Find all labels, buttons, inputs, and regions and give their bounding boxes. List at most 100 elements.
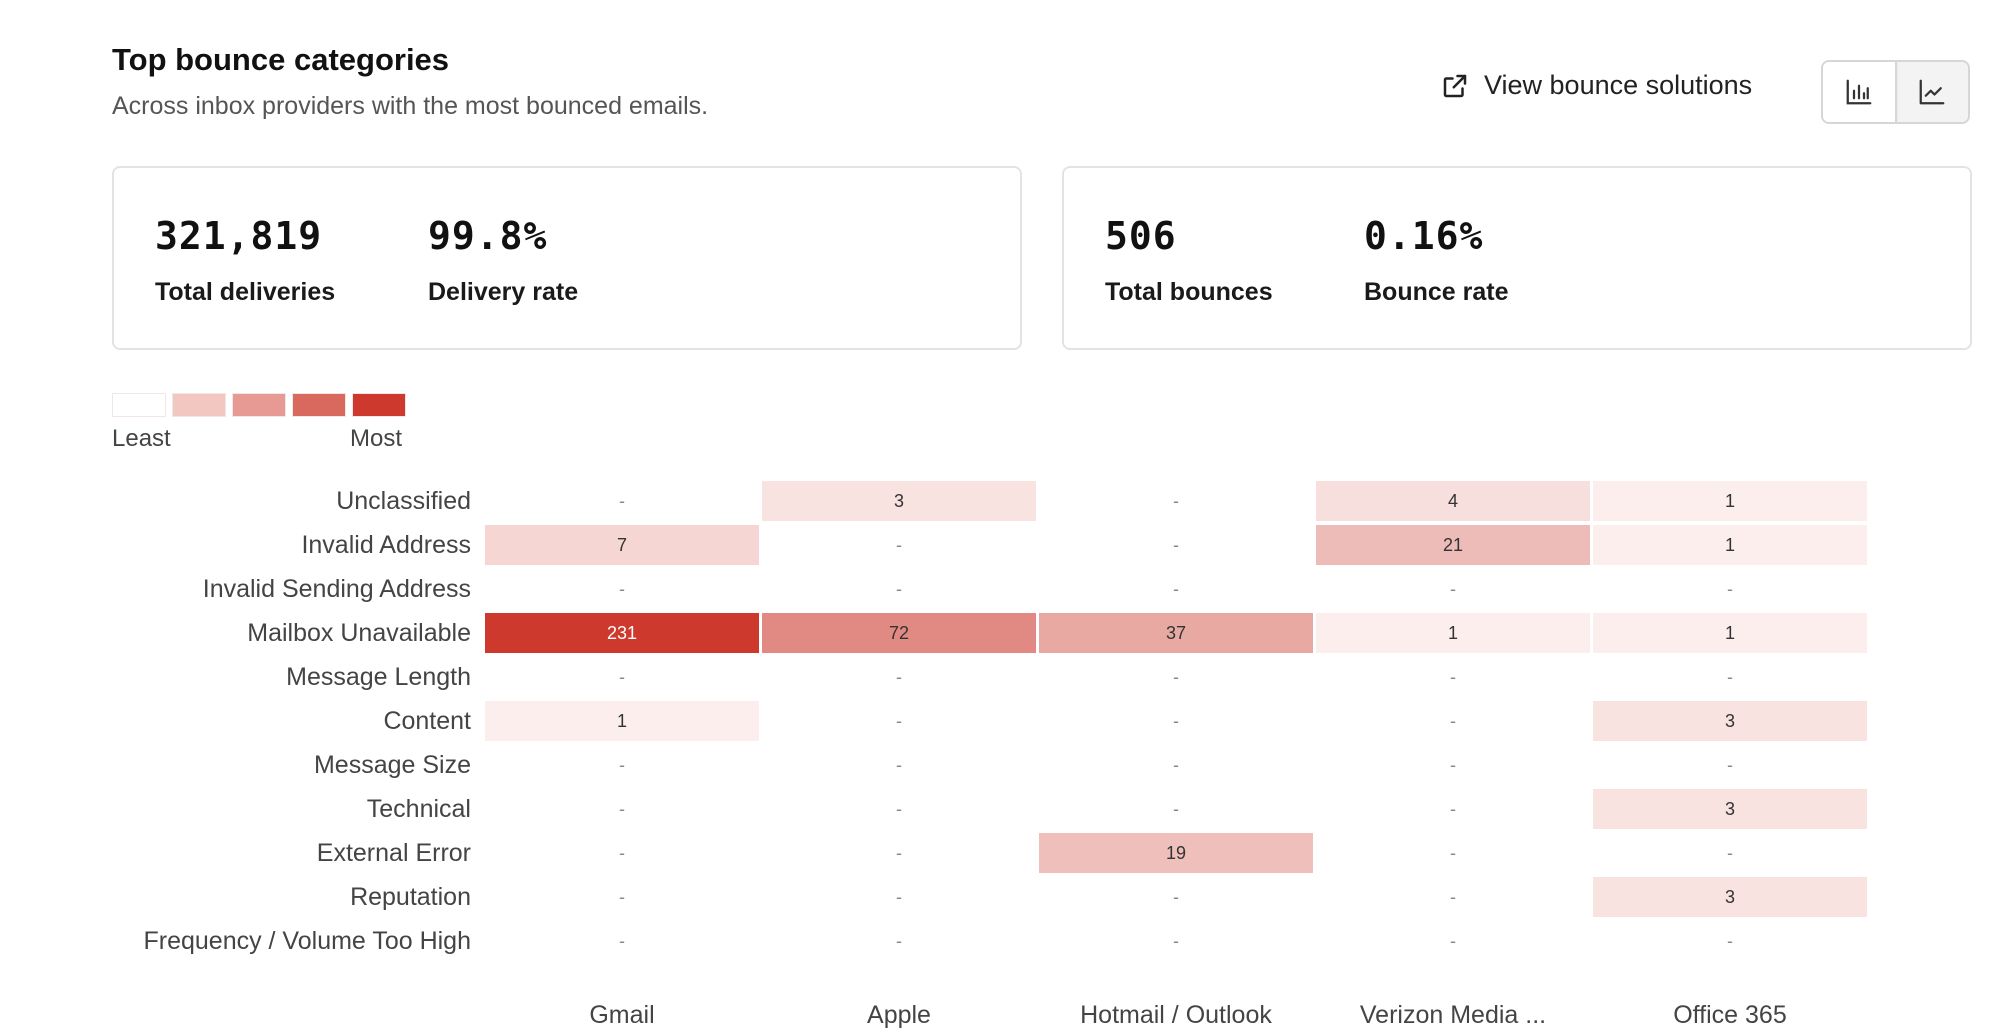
cell-value-label: 72 [889, 623, 909, 643]
cell-value-label: 1 [1448, 623, 1458, 643]
row-label: Message Size [314, 751, 471, 779]
delivery-rate-label: Delivery rate [428, 278, 579, 306]
bounce-rate-stat: 0.16% Bounce rate [1364, 214, 1508, 307]
cell-value-label: - [896, 755, 902, 775]
row-label: External Error [317, 839, 471, 867]
heatmap-cell[interactable] [1593, 789, 1867, 829]
cell-value-label: - [1450, 755, 1456, 775]
column-label: Gmail [589, 1001, 654, 1029]
delivery-rate-stat: 99.8% Delivery rate [428, 214, 578, 307]
bounce-rate-label: Bounce rate [1364, 278, 1509, 306]
row-label: Frequency / Volume Too High [143, 927, 471, 955]
heatmap-cell[interactable] [762, 481, 1036, 521]
view-bounce-solutions-link[interactable]: View bounce solutions [1440, 70, 1752, 101]
cell-value-label: - [896, 711, 902, 731]
bar-chart-toggle-button[interactable] [1823, 62, 1897, 122]
heatmap-cell[interactable] [1593, 877, 1867, 917]
line-chart-icon [1919, 79, 1945, 105]
cell-value-label: - [1173, 931, 1179, 951]
cell-value-label: - [1450, 711, 1456, 731]
cell-value-label: - [1173, 887, 1179, 907]
deliveries-card: 321,819 Total deliveries 99.8% Delivery … [112, 166, 1022, 350]
cell-value-label: 3 [1725, 799, 1735, 819]
heatmap-cell[interactable] [1039, 613, 1313, 653]
external-link-icon [1443, 74, 1467, 97]
row-label: Mailbox Unavailable [247, 619, 471, 647]
total-deliveries-stat: 321,819 Total deliveries [155, 214, 335, 307]
view-bounce-solutions-label: View bounce solutions [1484, 70, 1753, 100]
cell-value-label: - [1727, 667, 1733, 687]
heatmap-cell[interactable] [1039, 833, 1313, 873]
cell-value-label: - [1450, 667, 1456, 687]
cell-value-label: 19 [1166, 843, 1186, 863]
chart-title: Top bounce categories [112, 42, 450, 77]
total-bounces-value: 506 [1105, 214, 1177, 258]
heatmap-cell[interactable] [1593, 701, 1867, 741]
legend-least-label: Least [112, 425, 171, 452]
cell-value-label: - [896, 843, 902, 863]
cell-value-label: - [1450, 931, 1456, 951]
column-label: Verizon Media ... [1360, 1001, 1546, 1029]
bounce-rate-value: 0.16% [1364, 214, 1484, 258]
total-bounces-stat: 506 Total bounces [1105, 214, 1273, 307]
total-bounces-label: Total bounces [1105, 278, 1273, 306]
heatmap-legend: Least Most [112, 393, 412, 455]
heatmap-cell[interactable] [485, 701, 759, 741]
column-label: Hotmail / Outlook [1080, 1001, 1272, 1029]
heatmap-cell[interactable] [1593, 481, 1867, 521]
line-chart-toggle-button[interactable] [1897, 62, 1969, 122]
heatmap-cell[interactable] [485, 613, 759, 653]
cell-value-label: - [619, 799, 625, 819]
legend-swatch [232, 393, 286, 417]
row-label: Technical [367, 795, 471, 823]
cell-value-label: 1 [1725, 535, 1735, 555]
cell-value-label: 21 [1443, 535, 1463, 555]
row-label: Message Length [286, 663, 471, 691]
cell-value-label: 4 [1448, 491, 1458, 511]
legend-most-label: Most [350, 425, 403, 452]
row-label: Invalid Sending Address [203, 575, 471, 603]
cell-value-label: 3 [1725, 887, 1735, 907]
row-label: Invalid Address [301, 531, 471, 559]
cell-value-label: - [1173, 491, 1179, 511]
heatmap-cell[interactable] [1593, 525, 1867, 565]
cell-value-label: 1 [617, 711, 627, 731]
heatmap-cell[interactable] [762, 613, 1036, 653]
cell-value-label: - [1727, 755, 1733, 775]
bounces-card: 506 Total bounces 0.16% Bounce rate [1062, 166, 1972, 350]
heatmap-cell[interactable] [485, 525, 759, 565]
cell-value-label: 3 [894, 491, 904, 511]
cell-value-label: - [619, 579, 625, 599]
cell-value-label: - [619, 491, 625, 511]
cell-value-label: - [1173, 579, 1179, 599]
cell-value-label: 1 [1725, 623, 1735, 643]
heatmap-cell[interactable] [1316, 613, 1590, 653]
cell-value-label: - [1173, 667, 1179, 687]
cell-value-label: 7 [617, 535, 627, 555]
cell-value-label: - [896, 799, 902, 819]
cell-value-label: - [1450, 887, 1456, 907]
cell-value-label: - [1450, 843, 1456, 863]
legend-swatch [352, 393, 406, 417]
heatmap-cell[interactable] [1593, 613, 1867, 653]
chart-type-toggle [1821, 60, 1970, 124]
cell-value-label: - [1727, 843, 1733, 863]
row-label: Content [383, 707, 471, 735]
legend-swatch [172, 393, 226, 417]
heatmap-cell[interactable] [1316, 525, 1590, 565]
cell-value-label: - [896, 667, 902, 687]
column-label: Apple [867, 1001, 931, 1029]
cell-value-label: - [619, 755, 625, 775]
cell-value-label: - [619, 931, 625, 951]
legend-swatches [112, 393, 412, 417]
cell-value-label: - [619, 843, 625, 863]
cell-value-label: - [896, 579, 902, 599]
cell-value-label: - [1173, 799, 1179, 819]
heatmap-cell[interactable] [1316, 481, 1590, 521]
cell-value-label: - [1173, 535, 1179, 555]
bar-chart-icon [1846, 79, 1872, 105]
total-deliveries-value: 321,819 [155, 214, 323, 258]
cell-value-label: - [896, 931, 902, 951]
cell-value-label: - [1727, 579, 1733, 599]
